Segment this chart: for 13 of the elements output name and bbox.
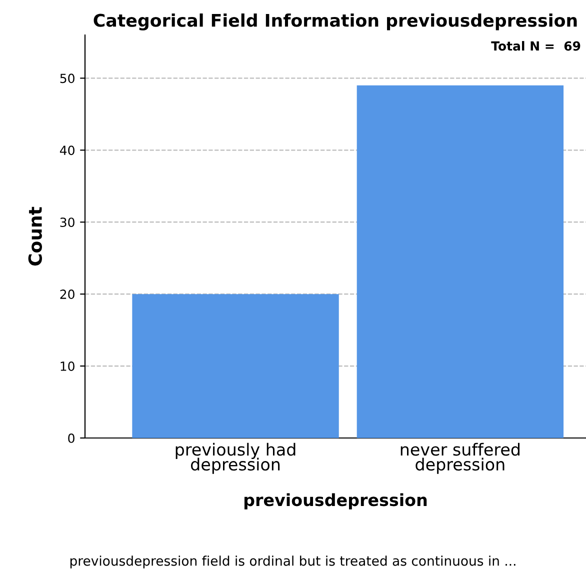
chart-title: Categorical Field Information previousdepression: [94, 13, 577, 30]
y-tick-label: 40: [60, 146, 74, 156]
x-tick-label: never suffered depression: [400, 442, 520, 474]
y-tick-label: 50: [60, 74, 74, 84]
y-axis-title: Count: [28, 206, 42, 266]
y-tick-label: 30: [60, 218, 74, 228]
x-tick-label: previously had depression: [176, 442, 296, 474]
y-tick-label: 0: [68, 433, 74, 443]
text: previousdepression field is ordinal but is treated as continuous in ...: [70, 556, 516, 568]
annotation: Total N = 69: [491, 41, 580, 51]
x-axis-title: previousdepression: [244, 493, 427, 510]
y-tick-label: 20: [60, 290, 74, 299]
y-tick-label: 10: [60, 362, 74, 371]
